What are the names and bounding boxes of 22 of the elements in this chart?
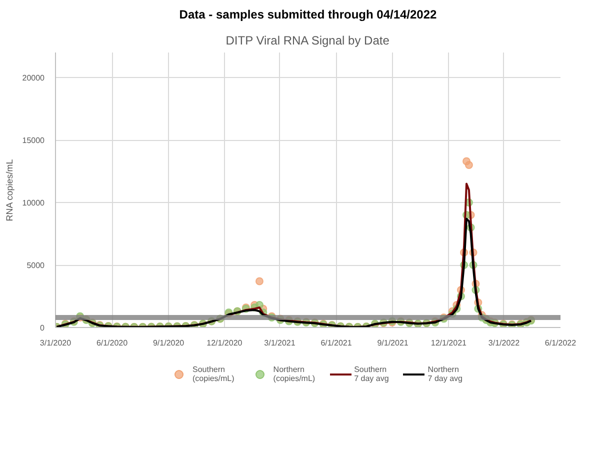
chart-title: Data - samples submitted through 04/14/2022: [179, 8, 438, 22]
chart-subtitle: DITP Viral RNA Signal by Date: [226, 34, 390, 48]
x-tick-label: 3/1/2022: [488, 338, 520, 348]
y-tick-label: 20000: [22, 74, 46, 82]
y-tick-label: 0: [40, 324, 46, 332]
x-tick-label: 12/1/2021: [430, 338, 468, 348]
x-tick-label: 3/1/2020: [40, 338, 72, 348]
x-tick-label: 6/1/2021: [320, 338, 352, 348]
x-tick-label: 6/1/2022: [544, 338, 577, 348]
x-tick-label: 6/1/2020: [96, 338, 128, 348]
y-tick-label: 10000: [22, 198, 46, 208]
legend-label: Southern (copies/mL): [192, 365, 234, 383]
legend-label: Southern 7 day avg: [354, 365, 389, 383]
y-tick-label: 15000: [22, 136, 46, 145]
x-tick-label: 9/1/2020: [152, 338, 185, 348]
x-tick-label: 12/1/2020: [206, 338, 243, 348]
y-axis-title: RNA copies/mL: [4, 159, 14, 222]
x-tick-label: 9/1/2021: [377, 338, 409, 348]
x-tick-label: 3/1/2021: [264, 338, 296, 348]
y-tick-label: 5000: [26, 261, 46, 270]
legend-label: Northern 7 day avg: [428, 365, 462, 383]
legend-label: Northern (copies/mL): [273, 365, 316, 383]
